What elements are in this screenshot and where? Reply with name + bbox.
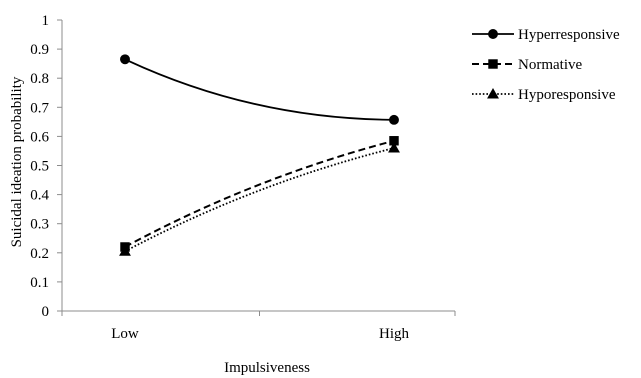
series-hyperresponsive <box>120 54 399 125</box>
circle-marker <box>488 29 498 39</box>
axes <box>61 20 455 312</box>
y-tick-label: 0.9 <box>30 42 49 58</box>
y-axis-title: Suicidal ideation probability <box>9 76 25 247</box>
legend-item: Normative <box>472 57 582 73</box>
y-axis-ticks: 0 0.1 0.2 0.3 0.4 0.5 0.6 0.7 0.8 0.9 1 <box>30 13 62 320</box>
series-line <box>124 139 395 248</box>
legend: Hyperresponsive Normative Hyporesponsive <box>472 27 620 103</box>
y-tick-label: 0.1 <box>30 275 49 291</box>
circle-marker <box>120 54 130 65</box>
square-marker <box>488 59 498 69</box>
series-line <box>124 147 395 253</box>
x-tick-label: High <box>379 326 410 342</box>
y-tick-label: 0.8 <box>30 71 49 87</box>
triangle-marker <box>487 88 499 99</box>
series-layer <box>119 54 400 256</box>
legend-label: Normative <box>518 57 582 73</box>
y-tick-label: 1 <box>42 13 50 29</box>
triangle-marker <box>388 142 400 153</box>
legend-item: Hyperresponsive <box>472 27 620 43</box>
y-tick-label: 0.7 <box>30 100 49 116</box>
legend-label: Hyporesponsive <box>518 87 616 103</box>
y-tick-label: 0 <box>42 304 50 320</box>
y-tick-label: 0.2 <box>30 246 49 262</box>
y-tick-label: 0.4 <box>30 188 49 204</box>
y-tick-label: 0.3 <box>30 217 49 233</box>
triangle-marker <box>119 245 131 256</box>
legend-item: Hyporesponsive <box>472 87 616 103</box>
circle-marker <box>389 114 399 125</box>
series-hyporesponsive <box>119 142 400 256</box>
x-tick-label: Low <box>111 326 139 342</box>
square-marker <box>389 136 399 146</box>
y-tick-label: 0.5 <box>30 159 49 175</box>
series-line <box>124 58 395 121</box>
series-normative <box>120 136 399 252</box>
x-axis-title: Impulsiveness <box>224 360 310 376</box>
legend-label: Hyperresponsive <box>518 27 620 43</box>
y-tick-label: 0.6 <box>30 129 49 145</box>
x-axis-ticks: Low High <box>61 311 456 342</box>
